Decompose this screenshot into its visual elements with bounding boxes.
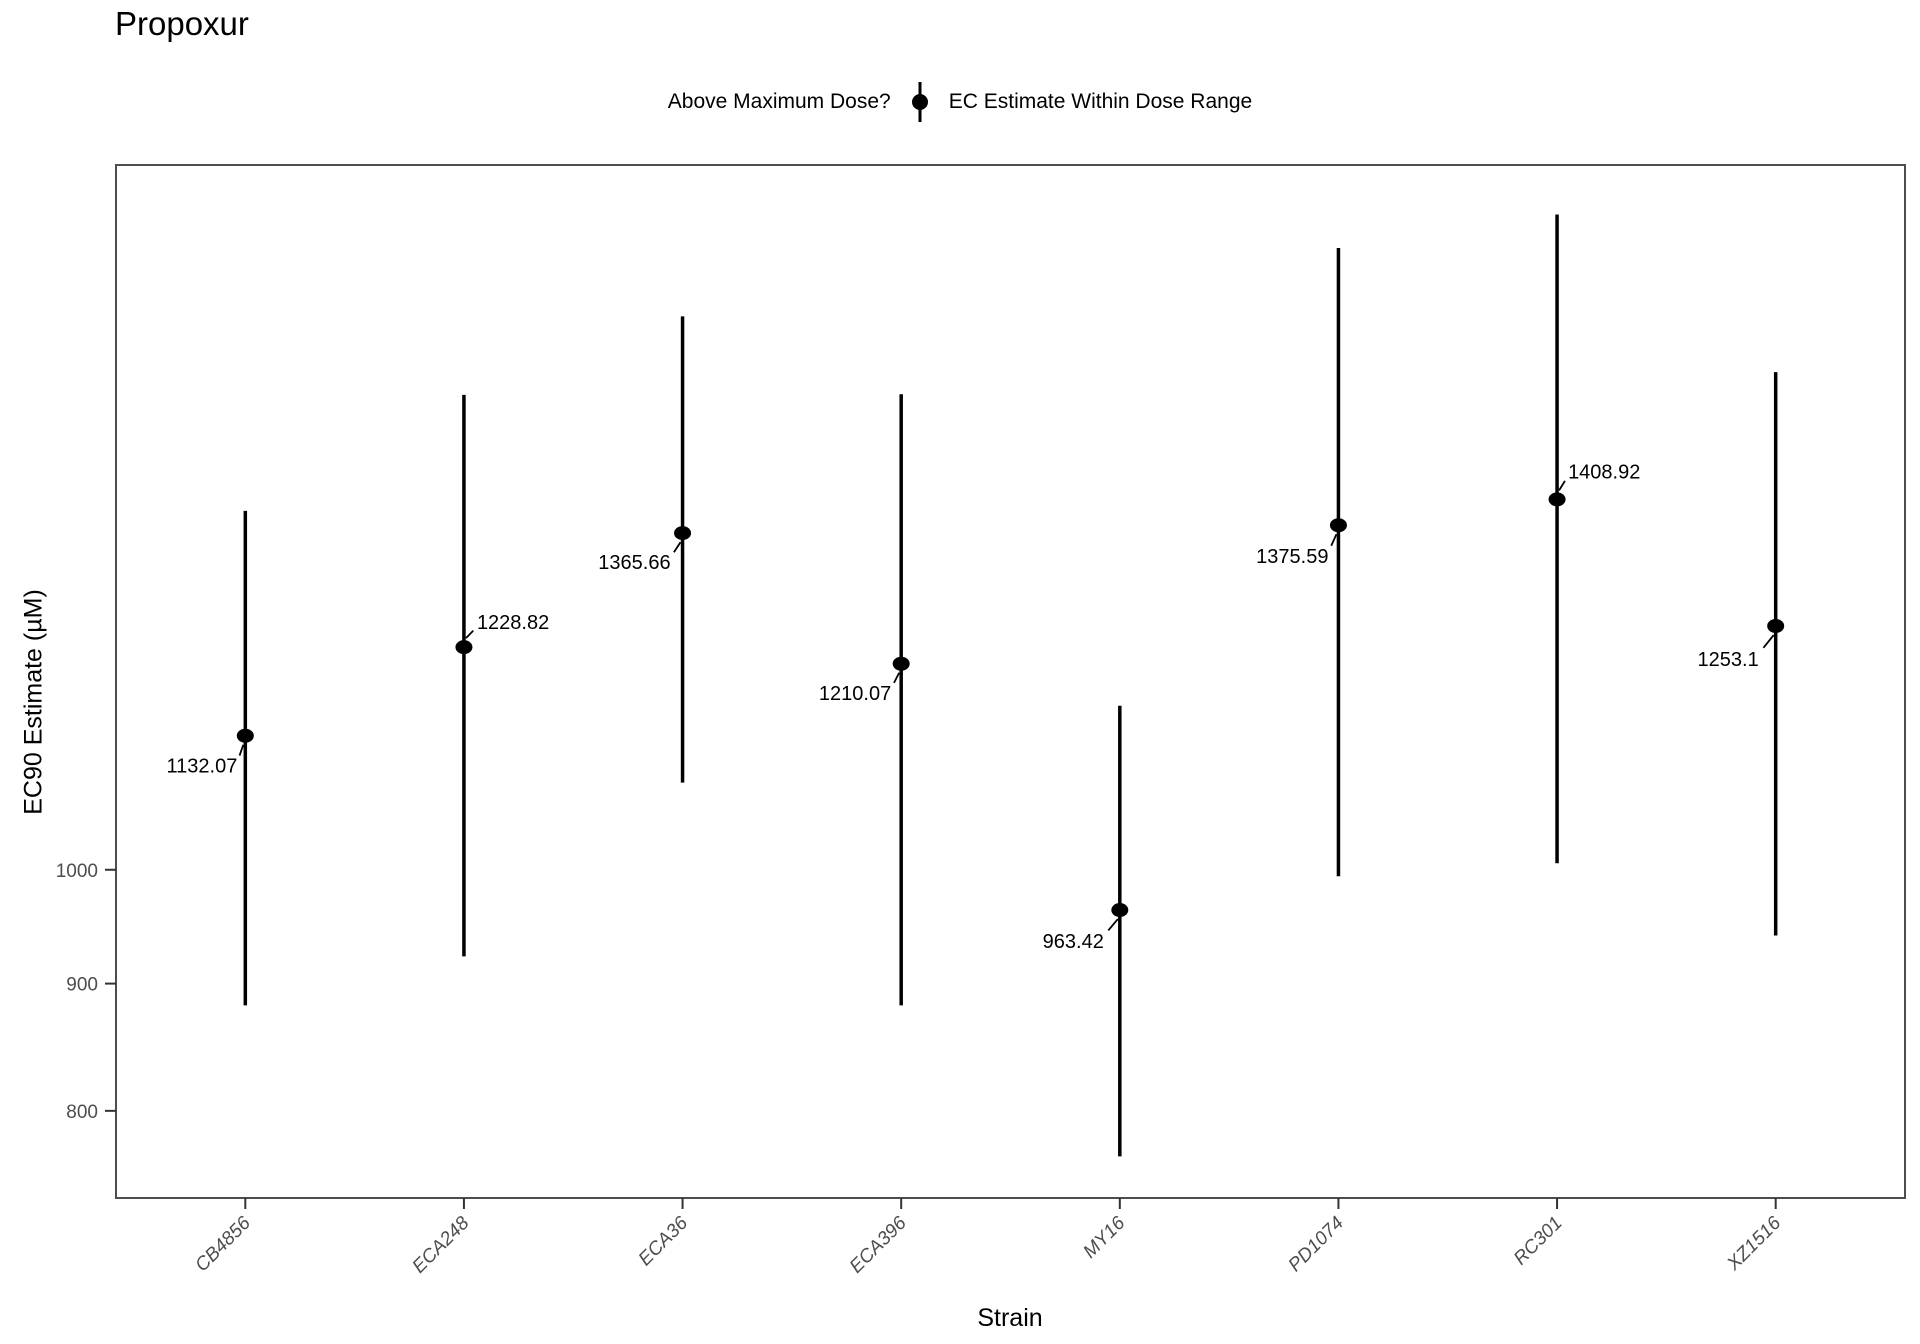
label-leader-ECA396 [893,672,900,684]
point-ECA396 [892,656,910,671]
value-label-ECA396: 1210.07 [819,683,891,705]
point-ECA248 [455,640,473,655]
x-tick-label-RC301: RC301 [1510,1213,1567,1270]
x-axis-title: Strain [977,1304,1043,1332]
y-tick-label-1000: 1000 [56,861,98,882]
point-MY16 [1111,903,1129,918]
point-PD1074 [1329,518,1347,533]
pointrange-icon [911,82,928,122]
x-tick-label-XZ1516: XZ1516 [1723,1212,1786,1275]
y-tick-label-800: 800 [66,1102,98,1123]
x-tick-label-ECA36: ECA36 [635,1212,693,1270]
label-leader-MY16 [1107,918,1119,932]
label-leader-RC301 [1558,480,1566,491]
x-tick-label-MY16: MY16 [1079,1212,1129,1262]
legend-item-label: EC Estimate Within Dose Range [948,90,1253,113]
value-label-ECA36: 1365.66 [598,552,670,574]
label-leader-ECA36 [673,541,682,553]
value-label-ECA248: 1228.82 [477,612,549,634]
x-tick-label-PD1074: PD1074 [1285,1213,1348,1276]
x-tick-label-ECA248: ECA248 [409,1212,474,1277]
label-leader-PD1074 [1330,533,1338,547]
label-leader-XZ1516 [1762,634,1775,649]
x-tick-label-CB4856: CB4856 [191,1212,255,1276]
legend-title: Above Maximum Dose? [667,90,891,113]
value-label-XZ1516: 1253.1 [1698,649,1759,671]
point-CB4856 [236,728,254,743]
value-label-CB4856: 1132.07 [167,756,238,778]
x-tick-label-ECA396: ECA396 [846,1212,911,1277]
value-label-PD1074: 1375.59 [1256,546,1328,568]
plot-title: Propoxur [115,5,249,42]
point-RC301 [1548,492,1566,507]
panel-border [115,164,1906,1199]
label-leader-CB4856 [238,744,245,756]
point-XZ1516 [1767,619,1785,634]
value-label-MY16: 963.42 [1043,931,1104,953]
point-ECA36 [674,526,692,541]
y-tick-label-900: 900 [66,975,98,996]
legend: Above Maximum Dose? EC Estimate Within D… [0,80,1920,124]
label-leader-ECA248 [465,630,474,639]
value-label-RC301: 1408.92 [1568,461,1640,483]
